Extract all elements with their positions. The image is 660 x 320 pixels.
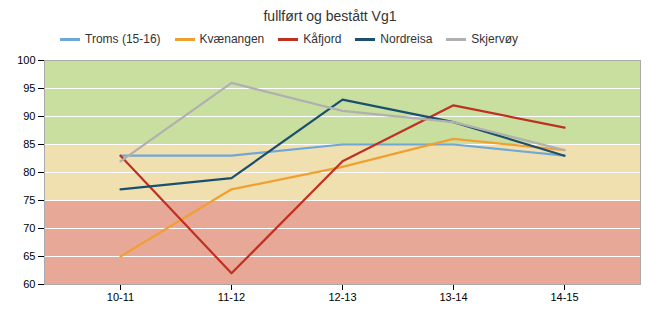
svg-text:95: 95 <box>23 82 35 94</box>
html-text:Skjervøy: Skjervøy <box>471 32 518 46</box>
html-text:Kvænangen: Kvænangen <box>199 32 265 46</box>
html-text:Troms (15-16): Troms (15-16) <box>85 32 161 46</box>
html-text:Kåfjord: Kåfjord <box>303 32 342 46</box>
svg-text:85: 85 <box>23 138 35 150</box>
svg-text:60: 60 <box>23 278 35 290</box>
svg-text:12-13: 12-13 <box>328 291 356 303</box>
svg-text:14-15: 14-15 <box>550 291 578 303</box>
html-text:fullført og bestått Vg1: fullført og bestått Vg1 <box>263 8 397 24</box>
svg-text:11-12: 11-12 <box>218 291 245 303</box>
html-text:Nordreisa: Nordreisa <box>380 32 433 46</box>
svg-text:10-11: 10-11 <box>107 291 134 303</box>
svg-text:70: 70 <box>23 222 35 234</box>
svg-text:100: 100 <box>17 54 35 66</box>
svg-text:80: 80 <box>23 166 35 178</box>
svg-text:75: 75 <box>23 194 35 206</box>
svg-text:65: 65 <box>23 250 35 262</box>
svg-text:90: 90 <box>23 110 35 122</box>
svg-text:13-14: 13-14 <box>439 291 467 303</box>
